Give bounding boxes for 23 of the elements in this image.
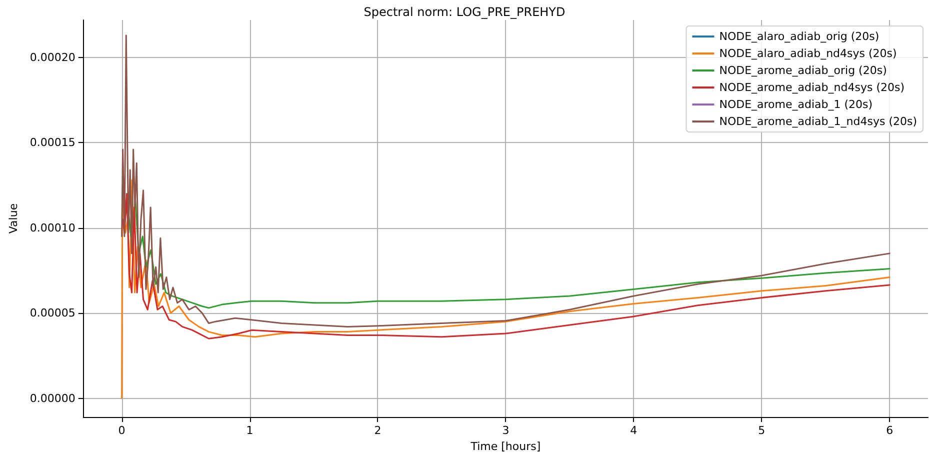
chart-title: Spectral norm: LOG_PRE_PREHYD: [364, 5, 566, 19]
y-tick-label: 0.00000: [30, 392, 76, 405]
x-axis-title: Time [hours]: [470, 440, 541, 453]
y-tick-label: 0.00020: [30, 50, 76, 64]
x-tick-label: 1: [246, 424, 254, 437]
y-tick-label: 0.00010: [30, 221, 76, 234]
legend-label: NODE_arome_adiab_orig (20s): [719, 64, 887, 77]
y-axis-title: Value: [7, 203, 20, 234]
legend-label: NODE_arome_adiab_1_nd4sys (20s): [719, 115, 918, 128]
y-tick-label: 0.00005: [30, 306, 76, 320]
legend-label: NODE_arome_adiab_1 (20s): [719, 98, 873, 111]
x-tick-label: 2: [374, 424, 382, 437]
x-tick-label: 4: [630, 424, 638, 437]
legend-label: NODE_alaro_adiab_nd4sys (20s): [719, 47, 897, 60]
legend-label: NODE_alaro_adiab_orig (20s): [719, 30, 880, 43]
x-tick-label: 6: [886, 424, 894, 437]
line-series: [121, 179, 890, 400]
y-tick-label: 0.00015: [30, 136, 76, 150]
x-tick-label: 3: [502, 424, 510, 437]
line-series: [122, 193, 890, 340]
x-tick-label: 5: [758, 424, 766, 437]
legend-label: NODE_arome_adiab_nd4sys (20s): [719, 81, 905, 94]
x-tick-label: 0: [118, 424, 126, 437]
